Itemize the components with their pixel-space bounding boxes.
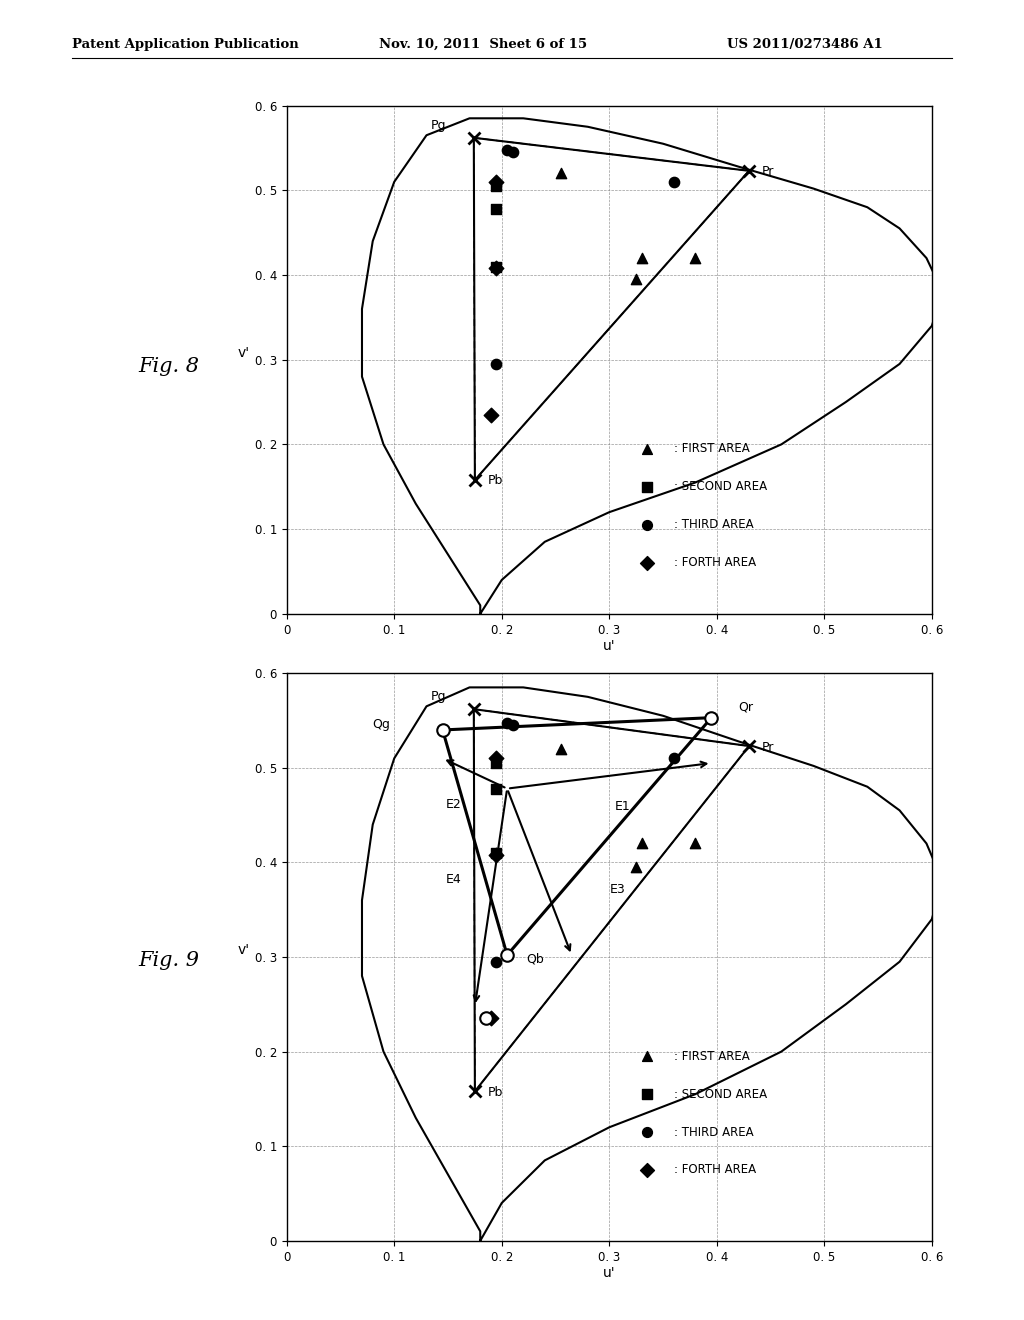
Point bbox=[483, 404, 500, 425]
Text: Qb: Qb bbox=[526, 953, 544, 966]
Text: Nov. 10, 2011  Sheet 6 of 15: Nov. 10, 2011 Sheet 6 of 15 bbox=[379, 37, 587, 50]
Point bbox=[488, 172, 505, 193]
Text: : FORTH AREA: : FORTH AREA bbox=[674, 1163, 756, 1176]
Point bbox=[639, 515, 655, 536]
Point bbox=[488, 354, 505, 375]
Point bbox=[687, 833, 703, 854]
Text: E4: E4 bbox=[445, 874, 462, 886]
Point bbox=[488, 256, 505, 277]
Point bbox=[505, 714, 521, 735]
Y-axis label: v': v' bbox=[238, 346, 250, 359]
Point bbox=[639, 1045, 655, 1067]
Point bbox=[488, 952, 505, 973]
X-axis label: u': u' bbox=[603, 639, 615, 653]
Text: Pr: Pr bbox=[762, 165, 774, 178]
Text: : FORTH AREA: : FORTH AREA bbox=[674, 557, 756, 569]
Text: : SECOND AREA: : SECOND AREA bbox=[674, 480, 767, 494]
Text: : THIRD AREA: : THIRD AREA bbox=[674, 519, 754, 532]
Point bbox=[488, 842, 505, 863]
Point bbox=[639, 1159, 655, 1180]
Text: Pr: Pr bbox=[762, 741, 774, 754]
Text: E1: E1 bbox=[614, 800, 631, 813]
Point bbox=[488, 777, 505, 799]
Text: Fig. 9: Fig. 9 bbox=[138, 952, 200, 970]
Point bbox=[639, 438, 655, 459]
X-axis label: u': u' bbox=[603, 1266, 615, 1280]
Point bbox=[499, 140, 515, 161]
Y-axis label: v': v' bbox=[238, 942, 250, 957]
Point bbox=[687, 248, 703, 269]
Text: US 2011/0273486 A1: US 2011/0273486 A1 bbox=[727, 37, 883, 50]
Point bbox=[639, 477, 655, 498]
Point bbox=[666, 747, 682, 768]
Text: Qr: Qr bbox=[738, 700, 754, 713]
Text: Qg: Qg bbox=[373, 718, 390, 731]
Point bbox=[633, 248, 650, 269]
Point bbox=[483, 1008, 500, 1030]
Text: Pb: Pb bbox=[487, 1086, 503, 1100]
Text: : FIRST AREA: : FIRST AREA bbox=[674, 1049, 750, 1063]
Text: : THIRD AREA: : THIRD AREA bbox=[674, 1126, 754, 1139]
Point bbox=[639, 1122, 655, 1143]
Point bbox=[488, 257, 505, 279]
Point bbox=[505, 141, 521, 162]
Point bbox=[488, 198, 505, 219]
Point bbox=[488, 845, 505, 866]
Point bbox=[553, 162, 569, 183]
Point bbox=[666, 172, 682, 193]
Text: E3: E3 bbox=[609, 883, 625, 896]
Point bbox=[639, 1084, 655, 1105]
Text: E2: E2 bbox=[445, 797, 462, 810]
Point bbox=[488, 176, 505, 197]
Point bbox=[639, 552, 655, 573]
Point bbox=[499, 713, 515, 734]
Point bbox=[633, 833, 650, 854]
Point bbox=[628, 269, 644, 290]
Text: Patent Application Publication: Patent Application Publication bbox=[72, 37, 298, 50]
Point bbox=[488, 752, 505, 774]
Text: Pb: Pb bbox=[487, 474, 503, 487]
Text: Pg: Pg bbox=[431, 119, 446, 132]
Point bbox=[488, 747, 505, 768]
Text: : FIRST AREA: : FIRST AREA bbox=[674, 442, 750, 455]
Point bbox=[553, 738, 569, 759]
Text: Fig. 8: Fig. 8 bbox=[138, 358, 200, 376]
Point bbox=[628, 857, 644, 878]
Text: Pg: Pg bbox=[431, 689, 446, 702]
Text: : SECOND AREA: : SECOND AREA bbox=[674, 1088, 767, 1101]
